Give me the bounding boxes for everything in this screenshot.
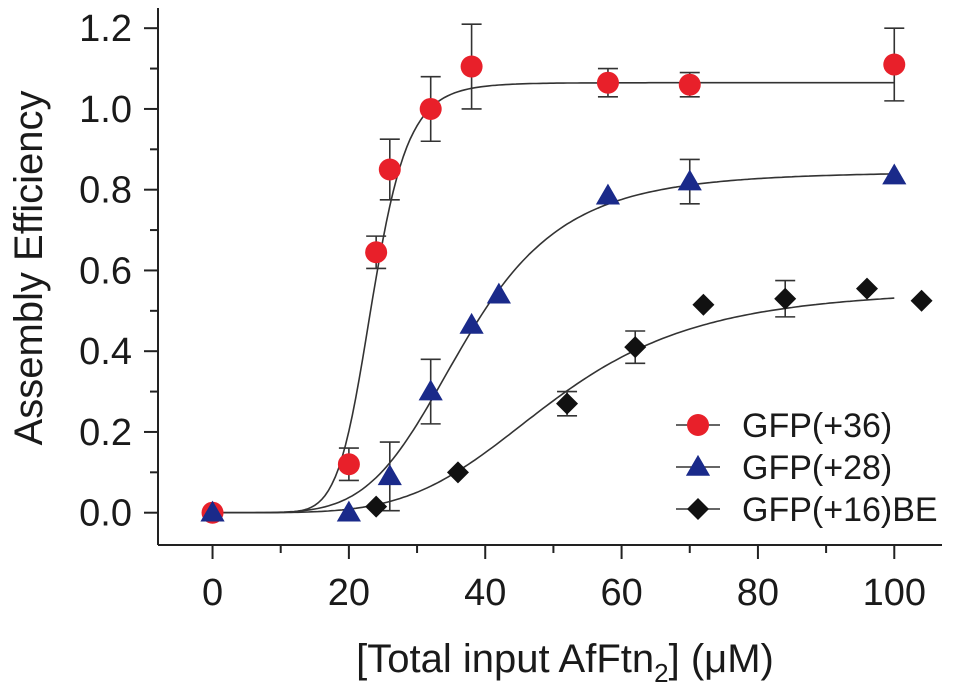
y-tick-label: 0.8 (79, 170, 132, 212)
x-tick-label: 0 (202, 572, 223, 614)
data-point-circle (378, 158, 401, 181)
data-point-diamond (624, 336, 647, 359)
x-axis-label-main: [Total input AfFtn (356, 637, 654, 681)
y-tick-label: 0.6 (79, 250, 132, 292)
fit-curves (212, 81, 895, 514)
x-tick-label: 40 (464, 572, 506, 614)
data-point-diamond (774, 287, 797, 310)
data-point-diamond (856, 277, 879, 300)
data-point-triangle (200, 500, 225, 522)
data-point-triangle (677, 169, 702, 191)
data-point-circle (678, 73, 701, 96)
data-point-triangle (486, 282, 511, 304)
data-point-circle (419, 97, 442, 120)
data-point-triangle (377, 464, 402, 486)
data-point-triangle (336, 500, 361, 522)
y-tick-label: 1.2 (79, 8, 132, 50)
x-tick-label: 60 (600, 572, 642, 614)
fit-curve-2 (212, 173, 895, 514)
data-point-diamond (910, 289, 933, 312)
data-point-circle (883, 53, 906, 76)
fit-curve-3 (212, 297, 895, 514)
data-point-diamond (556, 392, 579, 415)
y-tick-label: 1.0 (79, 89, 132, 131)
axes: 0.0 0.2 0.4 0.6 0.8 1.0 1.2 0 20 40 60 80 100 (79, 8, 942, 614)
x-axis-label-subscript: 2 (654, 658, 668, 688)
legend: GFP(+36) GFP(+28) GFP(+16)BE (676, 407, 938, 529)
x-axis-label: [Total input AfFtn2] (μM) (356, 637, 774, 688)
y-tick-label: 0.0 (79, 493, 132, 535)
x-axis-label-tail: ] (μM) (669, 637, 774, 681)
fit-curve-1 (212, 81, 895, 514)
x-tick-label: 20 (328, 572, 370, 614)
data-point-diamond (365, 495, 388, 518)
x-tick-label: 100 (863, 572, 926, 614)
data-point-circle (460, 55, 483, 78)
data-point-diamond (692, 293, 715, 316)
data-points (200, 53, 933, 524)
legend-marker-triangle (685, 454, 711, 476)
data-point-circle (337, 453, 360, 476)
legend-label: GFP(+16)BE (742, 491, 938, 529)
y-tick-label: 0.2 (79, 412, 132, 454)
x-tick-label: 80 (737, 572, 779, 614)
data-point-circle (365, 241, 388, 264)
legend-marker-circle (687, 414, 709, 436)
data-point-triangle (418, 379, 443, 401)
data-point-circle (596, 71, 619, 94)
y-axis-label: Assembly Efficiency (7, 91, 51, 446)
data-point-triangle (459, 312, 484, 334)
data-point-triangle (595, 183, 621, 205)
data-point-diamond (446, 461, 469, 484)
legend-label: GFP(+36) (742, 407, 892, 445)
legend-marker-diamond (687, 498, 709, 520)
legend-label: GFP(+28) (742, 449, 892, 487)
y-tick-label: 0.4 (79, 331, 132, 373)
data-point-triangle (882, 163, 907, 185)
